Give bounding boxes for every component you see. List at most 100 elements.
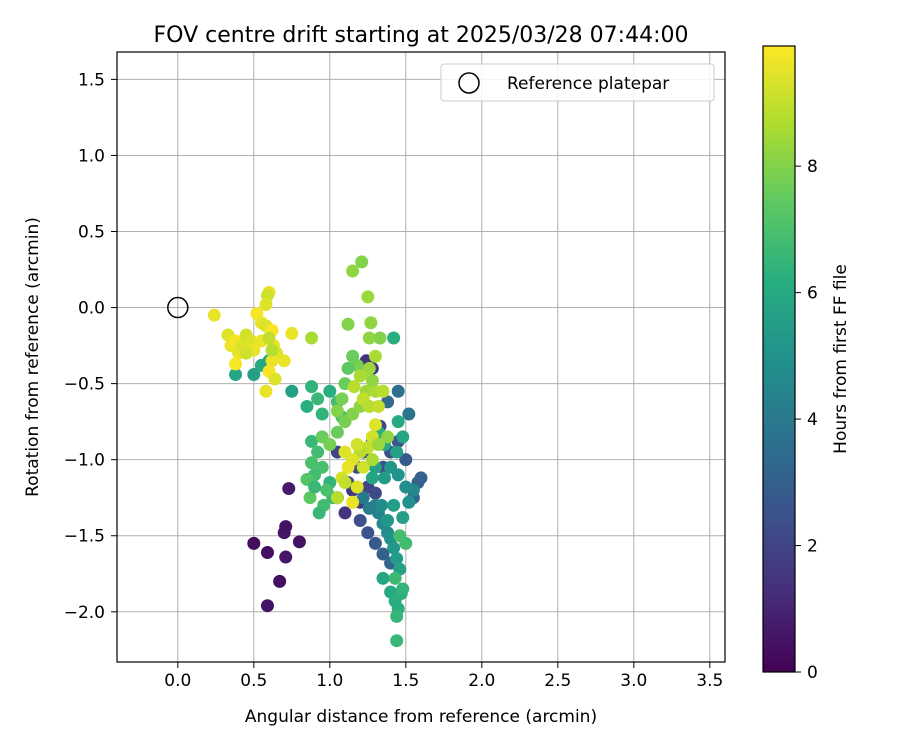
data-points bbox=[207, 255, 428, 648]
y-tick-label: 0.0 bbox=[78, 299, 105, 319]
data-point bbox=[402, 495, 416, 509]
data-point bbox=[355, 255, 369, 269]
data-point bbox=[371, 437, 385, 451]
data-point bbox=[353, 369, 367, 383]
data-point bbox=[393, 529, 407, 543]
data-point bbox=[390, 552, 404, 566]
data-point bbox=[368, 486, 382, 500]
data-point bbox=[346, 264, 360, 278]
data-point bbox=[338, 506, 352, 520]
data-point bbox=[387, 541, 401, 555]
data-point bbox=[399, 480, 413, 494]
data-point bbox=[399, 453, 413, 467]
data-point bbox=[387, 331, 401, 345]
colorbar-tick-label: 8 bbox=[807, 157, 818, 177]
legend-entry-reference: Reference platepar bbox=[507, 74, 669, 94]
data-point bbox=[390, 634, 404, 648]
data-point bbox=[229, 367, 243, 381]
data-point bbox=[390, 445, 404, 459]
data-point bbox=[273, 574, 287, 588]
data-point bbox=[338, 475, 352, 489]
y-axis-label: Rotation from reference (arcmin) bbox=[23, 217, 43, 497]
y-tick-label: 1.5 bbox=[78, 70, 105, 90]
data-point bbox=[268, 372, 282, 386]
data-point bbox=[207, 308, 221, 322]
data-point bbox=[285, 384, 299, 398]
colorbar-tick-label: 2 bbox=[807, 537, 818, 557]
colorbar-ticks: 0 2 4 6 8 bbox=[795, 157, 818, 683]
data-point bbox=[292, 535, 306, 549]
data-point bbox=[305, 380, 319, 394]
data-point bbox=[347, 380, 361, 394]
data-point bbox=[346, 349, 360, 363]
x-tick-label: 0.5 bbox=[240, 671, 267, 691]
data-point bbox=[320, 483, 334, 497]
data-point bbox=[396, 510, 410, 524]
colorbar-tick-label: 4 bbox=[807, 410, 818, 430]
data-point bbox=[279, 520, 293, 534]
data-point bbox=[279, 550, 293, 564]
data-point bbox=[376, 547, 390, 561]
data-point bbox=[361, 526, 375, 540]
x-tick-label: 2.0 bbox=[468, 671, 495, 691]
chart-title: FOV centre drift starting at 2025/03/28 … bbox=[154, 23, 689, 48]
legend: Reference platepar bbox=[440, 63, 715, 102]
data-point bbox=[365, 471, 379, 485]
data-point bbox=[277, 354, 291, 368]
data-point bbox=[388, 571, 402, 585]
data-point bbox=[341, 361, 355, 375]
data-point bbox=[300, 399, 314, 413]
data-point bbox=[346, 495, 360, 509]
legend-box bbox=[440, 63, 715, 102]
data-point bbox=[259, 298, 273, 312]
x-tick-label: 3.5 bbox=[696, 671, 723, 691]
data-point bbox=[338, 445, 352, 459]
data-point bbox=[396, 582, 410, 596]
data-point bbox=[362, 361, 376, 375]
x-tick-label: 3.0 bbox=[620, 671, 647, 691]
data-point bbox=[378, 471, 392, 485]
data-point bbox=[390, 609, 404, 623]
data-point bbox=[391, 384, 405, 398]
data-point bbox=[323, 437, 337, 451]
data-point bbox=[371, 399, 385, 413]
y-tick-label: −2.0 bbox=[64, 603, 105, 623]
colorbar-label: Hours from first FF file bbox=[831, 264, 851, 454]
x-axis-label: Angular distance from reference (arcmin) bbox=[245, 707, 597, 727]
data-point bbox=[330, 425, 344, 439]
y-tick-label: −0.5 bbox=[64, 375, 105, 395]
data-point bbox=[305, 434, 319, 448]
data-point bbox=[365, 453, 379, 467]
data-point bbox=[315, 407, 329, 421]
data-point bbox=[260, 545, 274, 559]
data-point bbox=[361, 290, 375, 304]
data-point bbox=[330, 491, 344, 505]
data-point bbox=[229, 357, 243, 371]
data-point bbox=[376, 571, 390, 585]
data-point bbox=[247, 367, 261, 381]
y-tick-label: 0.5 bbox=[78, 223, 105, 243]
data-point bbox=[265, 354, 279, 368]
data-point bbox=[368, 536, 382, 550]
data-point bbox=[305, 456, 319, 470]
data-point bbox=[356, 491, 370, 505]
data-point bbox=[312, 506, 326, 520]
y-axis-ticks: 1.5 1.0 0.5 0.0 −0.5 −1.0 −1.5 −2.0 bbox=[64, 70, 117, 623]
x-tick-label: 0.0 bbox=[164, 671, 191, 691]
data-point bbox=[323, 384, 337, 398]
colorbar-gradient bbox=[762, 45, 796, 673]
data-point bbox=[396, 430, 410, 444]
data-point bbox=[365, 374, 379, 388]
data-point bbox=[381, 514, 395, 528]
data-point bbox=[265, 343, 279, 357]
data-point bbox=[362, 331, 376, 345]
data-point bbox=[402, 407, 416, 421]
data-point bbox=[341, 460, 355, 474]
data-point bbox=[305, 331, 319, 345]
data-point bbox=[373, 331, 387, 345]
data-point bbox=[308, 480, 322, 494]
data-point bbox=[311, 392, 325, 406]
data-point bbox=[384, 460, 398, 474]
data-point bbox=[260, 599, 274, 613]
